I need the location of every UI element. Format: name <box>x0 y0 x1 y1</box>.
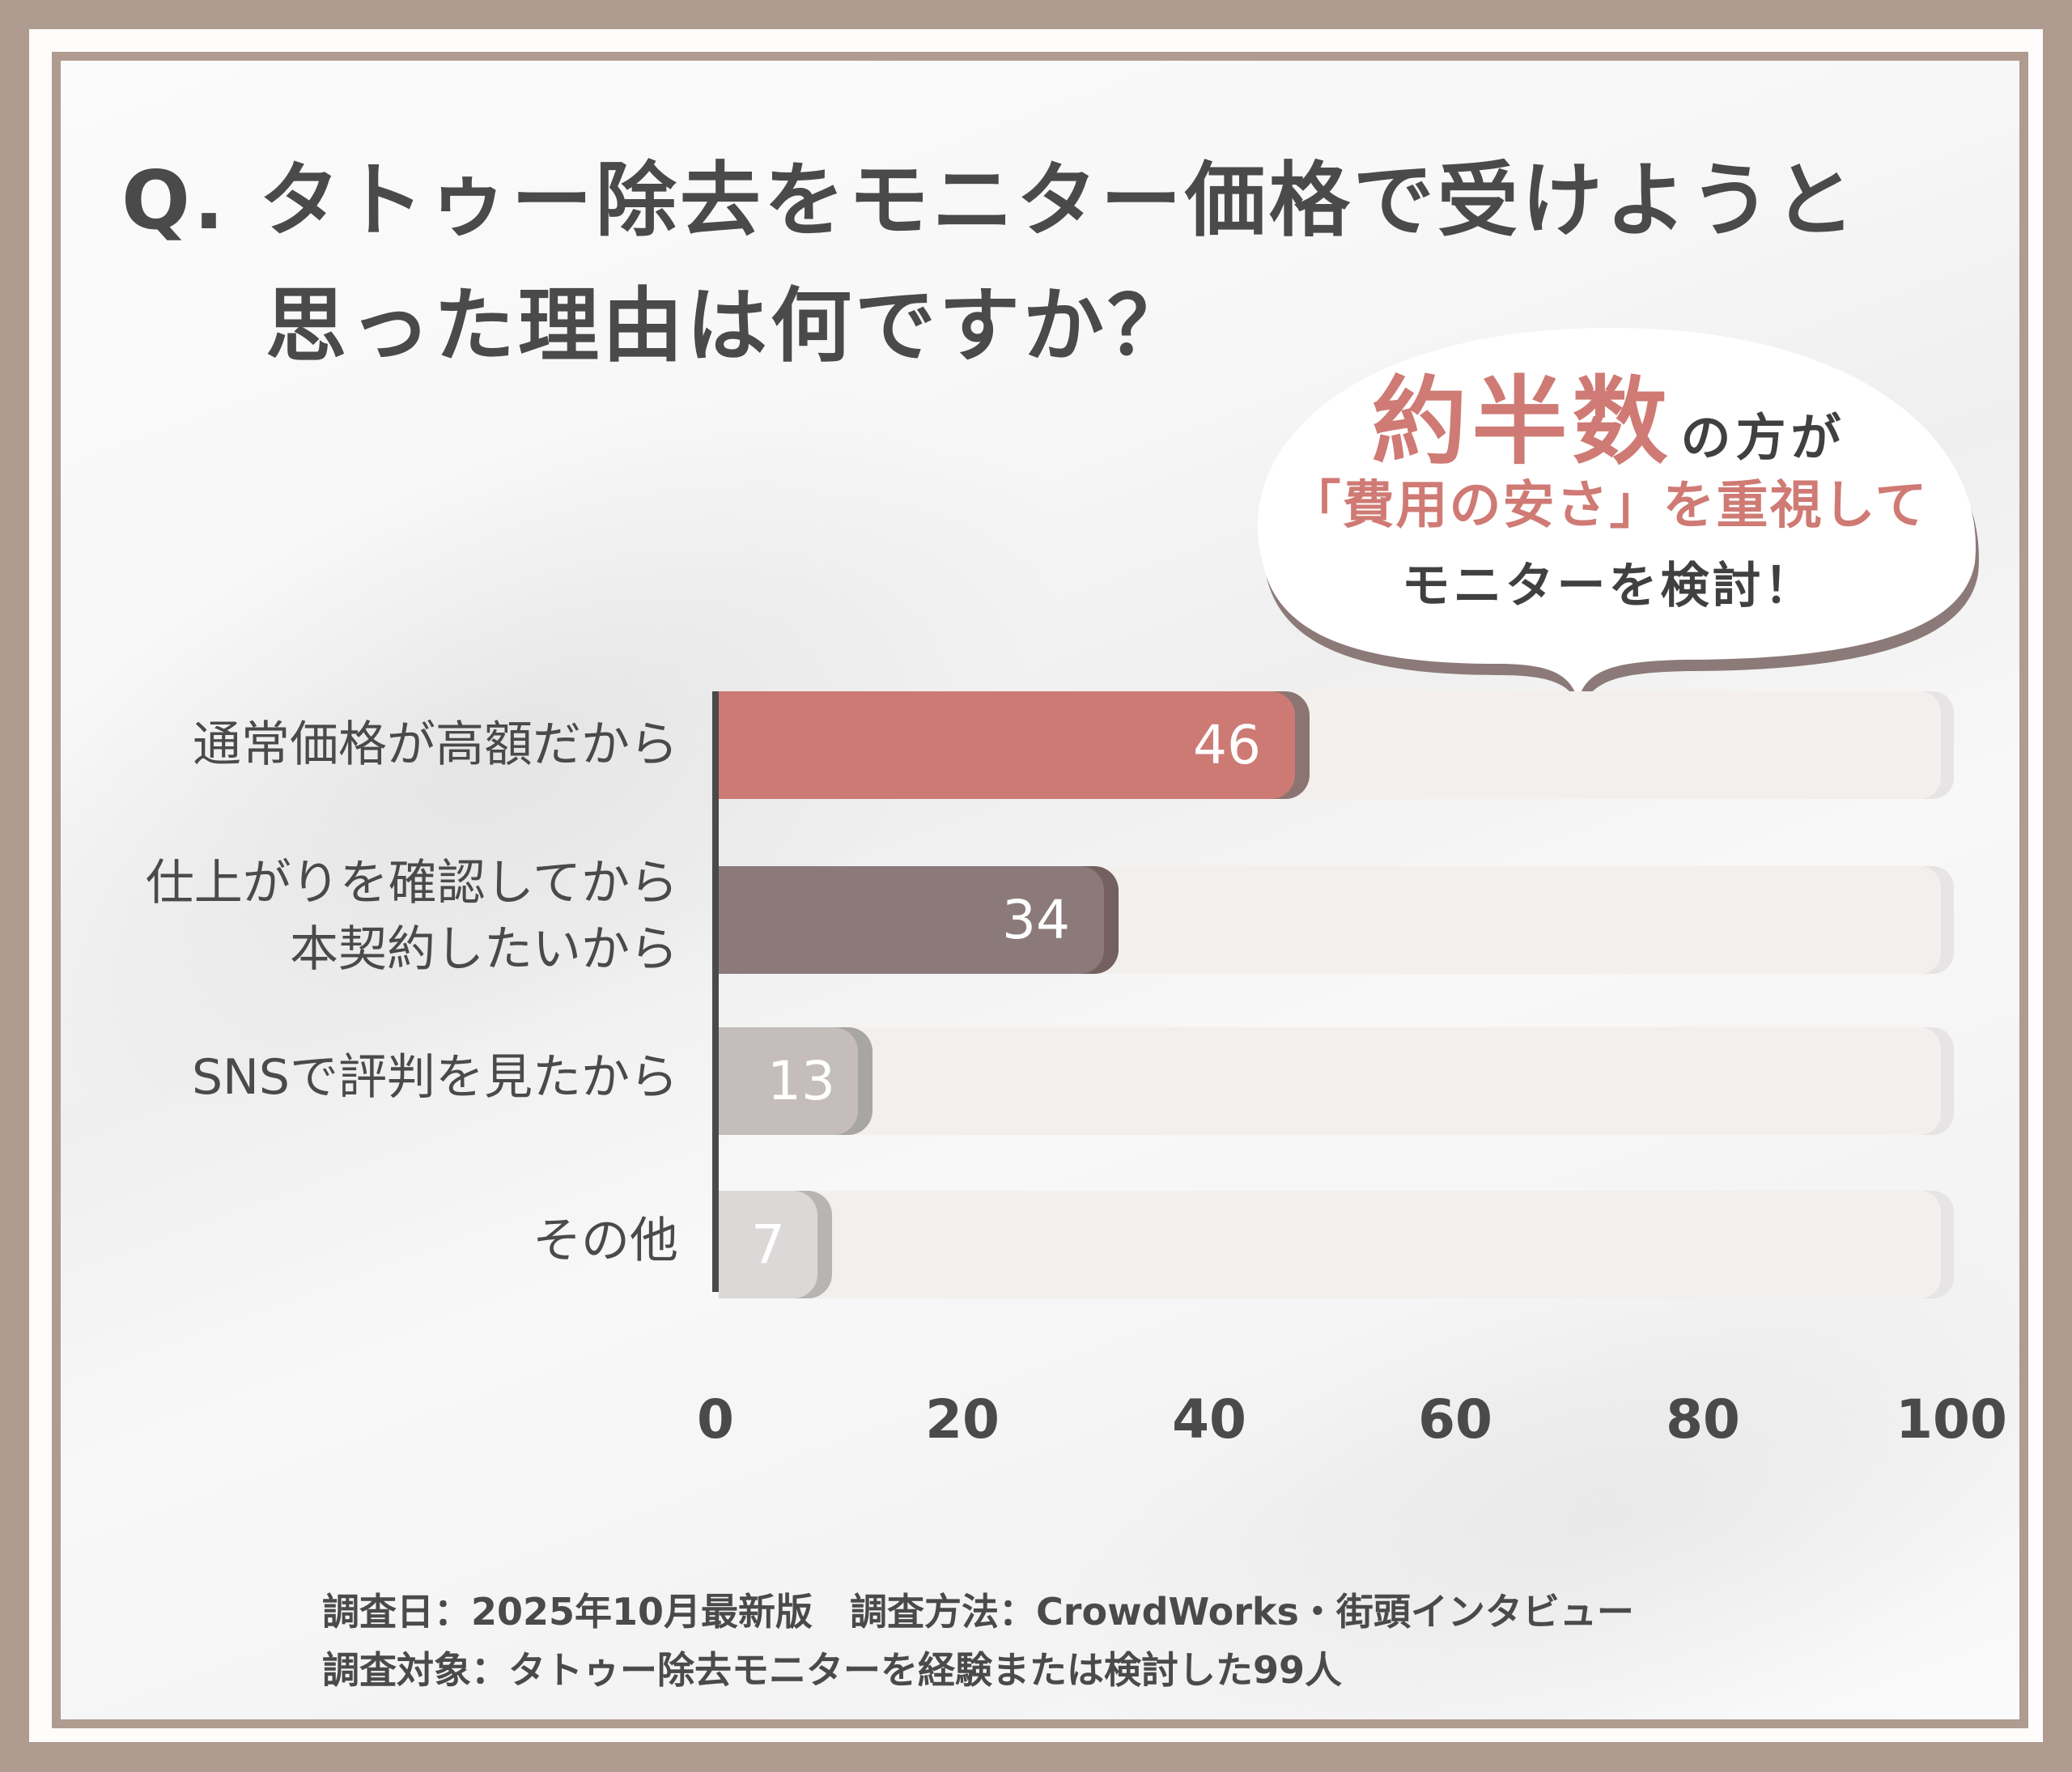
category-label: 仕上がりを確認してから 本契約したいから <box>145 855 678 978</box>
callout-highlight-suffix: の方が <box>1680 408 1846 467</box>
callout-line-3: モニターを検討！ <box>1401 558 1816 614</box>
bar-high-price: 46 <box>719 691 1295 799</box>
callout-line-2: 「費用の安さ」を重視して <box>1289 476 1929 536</box>
bar-track <box>719 1027 1941 1135</box>
x-tick: 80 <box>1666 1388 1740 1451</box>
category-label: 通常価格が高額だから <box>193 716 678 773</box>
bar-value: 46 <box>1193 714 1261 776</box>
x-tick: 100 <box>1896 1388 2007 1451</box>
x-tick: 0 <box>697 1388 734 1451</box>
callout-bubble: 約半数 の方が 「費用の安さ」を重視して モニターを検討！ <box>1230 320 1987 708</box>
bar-sns-reviews: 13 <box>719 1027 858 1135</box>
category-label: その他 <box>533 1213 678 1269</box>
category-label: SNSで評判を見たから <box>191 1049 678 1106</box>
title-line-1: Q. タトゥー除去をモニター価格で受けようと <box>121 153 1858 248</box>
bar-track <box>719 1191 1941 1298</box>
survey-target: 調査対象：タトゥー除去モニターを経験または検討した99人 <box>322 1648 1343 1692</box>
question-title: Q. タトゥー除去をモニター価格で受けようと 思った理由は何ですか？ <box>121 138 1983 389</box>
bar-value: 34 <box>1002 889 1070 951</box>
callout-headline: 約半数 の方が <box>1230 344 1987 482</box>
survey-footnote: 調査日：2025年10月最新版 調査方法：CrowdWorks・街頭インタビュー… <box>322 1583 1634 1699</box>
survey-date-method: 調査日：2025年10月最新版 調査方法：CrowdWorks・街頭インタビュー <box>322 1590 1634 1634</box>
bar-check-results: 34 <box>719 866 1104 974</box>
title-line-2: 思った理由は何ですか？ <box>265 278 1191 373</box>
bar-value: 13 <box>767 1050 835 1112</box>
y-axis-line <box>712 691 719 1292</box>
bar-other: 7 <box>719 1191 817 1298</box>
x-tick: 40 <box>1172 1388 1246 1451</box>
x-tick: 20 <box>925 1388 1000 1451</box>
speech-bubble-shape <box>1257 328 1979 708</box>
bar-value: 7 <box>751 1213 785 1276</box>
callout-highlight: 約半数 <box>1371 366 1673 478</box>
x-tick: 60 <box>1418 1388 1492 1451</box>
